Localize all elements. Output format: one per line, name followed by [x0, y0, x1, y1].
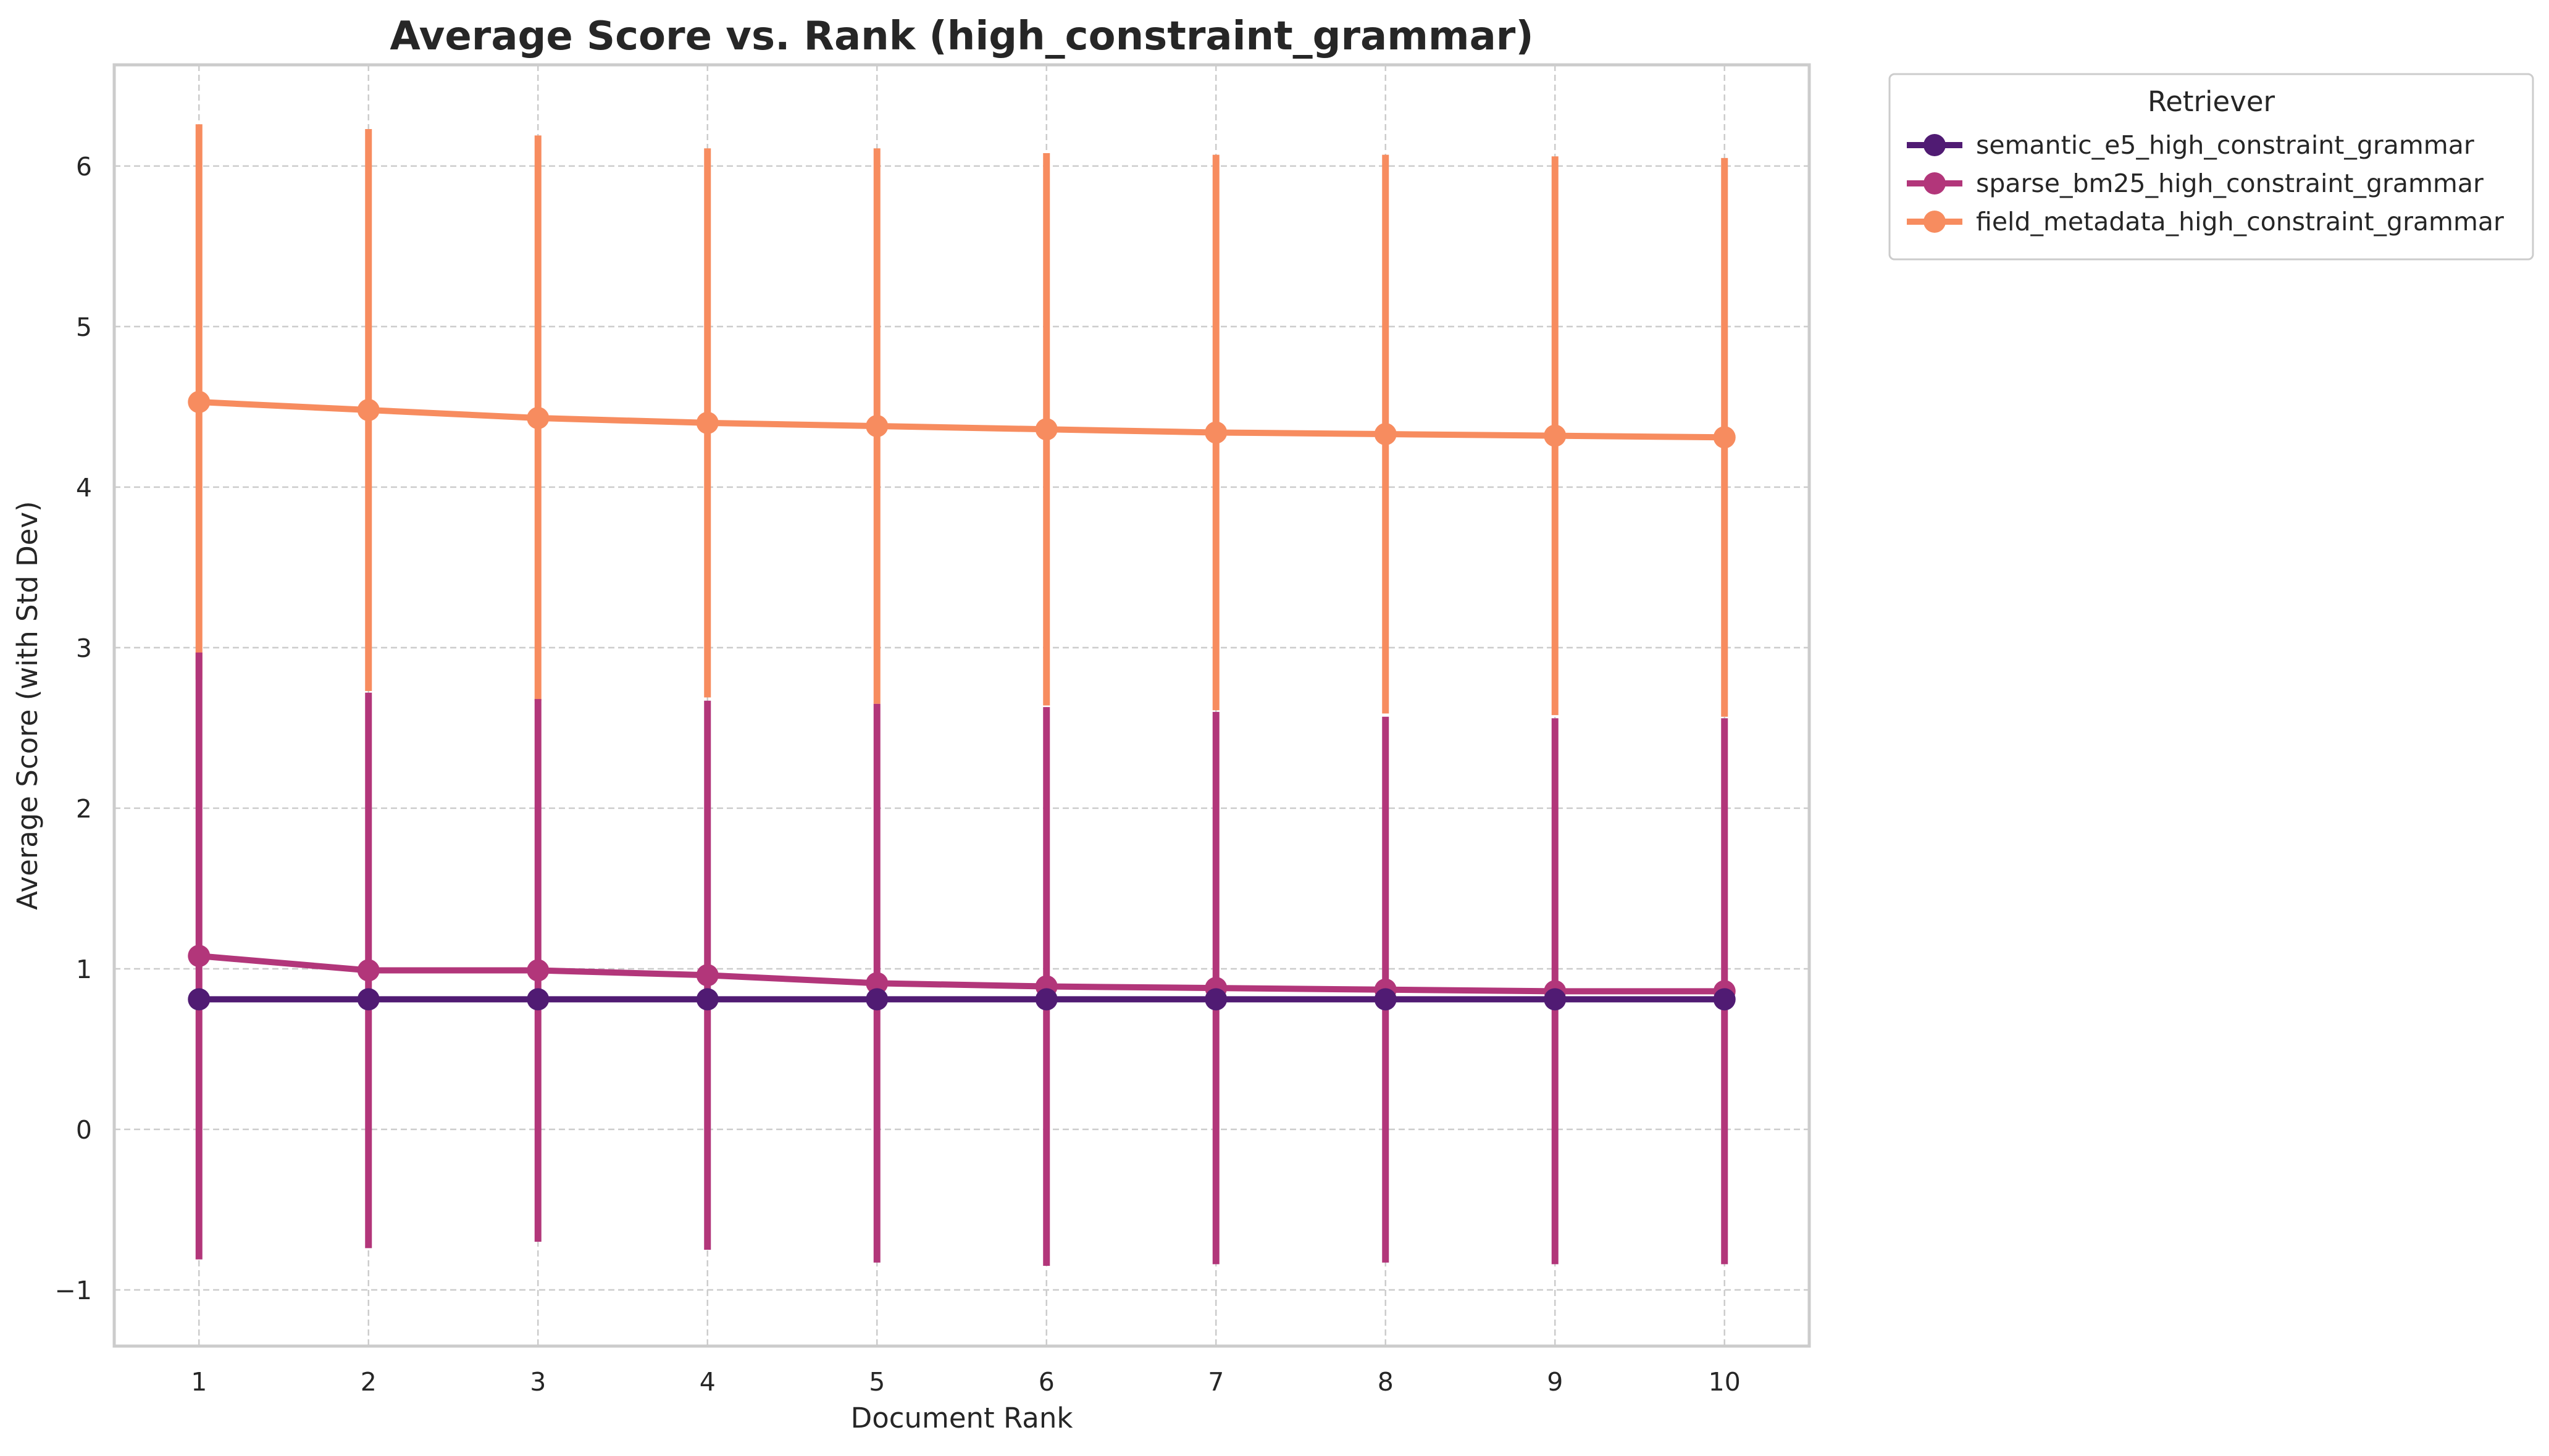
data-point [188, 391, 211, 414]
data-point [1374, 988, 1397, 1011]
x-axis-label: Document Rank [851, 1402, 1073, 1434]
data-point [527, 988, 550, 1011]
x-tick-label: 9 [1547, 1367, 1563, 1397]
data-point [357, 399, 380, 422]
data-point [1713, 426, 1736, 449]
x-tick-label: 2 [361, 1367, 377, 1397]
data-point [696, 988, 719, 1011]
data-point [1713, 988, 1736, 1011]
y-tick-label: 6 [76, 152, 92, 182]
chart-title: Average Score vs. Rank (high_constraint_… [390, 14, 1533, 59]
data-point [1035, 418, 1058, 441]
data-point [357, 988, 380, 1011]
data-point [357, 959, 380, 982]
x-tick-label: 4 [700, 1367, 716, 1397]
legend-title: Retriever [2148, 85, 2275, 118]
data-point [188, 988, 211, 1011]
data-point [1544, 424, 1567, 447]
chart-legend: Retriever semantic_e5_high_constraint_gr… [1888, 73, 2534, 261]
x-tick-label: 6 [1039, 1367, 1055, 1397]
y-tick-label: 1 [76, 955, 92, 984]
data-point [527, 407, 550, 430]
x-tick-label: 7 [1208, 1367, 1224, 1397]
data-point [188, 945, 211, 968]
data-point [866, 972, 889, 995]
data-point [866, 415, 889, 438]
legend-entry-label: semantic_e5_high_constraint_grammar [1976, 130, 2474, 160]
legend-marker-swatch [1923, 172, 1946, 195]
x-tick-label: 3 [530, 1367, 546, 1397]
data-point [1205, 421, 1228, 444]
y-tick-label: 4 [76, 473, 92, 503]
y-tick-label: 0 [76, 1115, 92, 1145]
data-point [1544, 988, 1567, 1011]
x-tick-label: 5 [869, 1367, 885, 1397]
legend-box [1888, 73, 2534, 261]
y-tick-label: 2 [76, 794, 92, 824]
series-line [198, 953, 1725, 995]
x-tick-label: 1 [191, 1367, 207, 1397]
x-tick-label: 10 [1709, 1367, 1741, 1397]
legend-marker-swatch [1923, 134, 1946, 156]
data-point [1205, 988, 1228, 1011]
y-axis-label: Average Score (with Std Dev) [11, 501, 44, 910]
plot-area-frame [112, 63, 1811, 1348]
x-tick-label: 8 [1378, 1367, 1394, 1397]
data-point [1374, 423, 1397, 446]
data-point [527, 959, 550, 982]
data-point [866, 988, 889, 1011]
legend-marker-swatch [1923, 211, 1946, 233]
y-tick-label: 3 [76, 634, 92, 663]
data-point [696, 964, 719, 987]
data-point [1035, 988, 1058, 1011]
data-point [696, 411, 719, 434]
legend-entry-label: sparse_bm25_high_constraint_grammar [1976, 169, 2484, 198]
y-tick-label: 5 [76, 312, 92, 342]
series-line [199, 399, 1725, 441]
legend-entry-label: field_metadata_high_constraint_grammar [1976, 207, 2504, 236]
y-tick-label: −1 [55, 1276, 92, 1305]
